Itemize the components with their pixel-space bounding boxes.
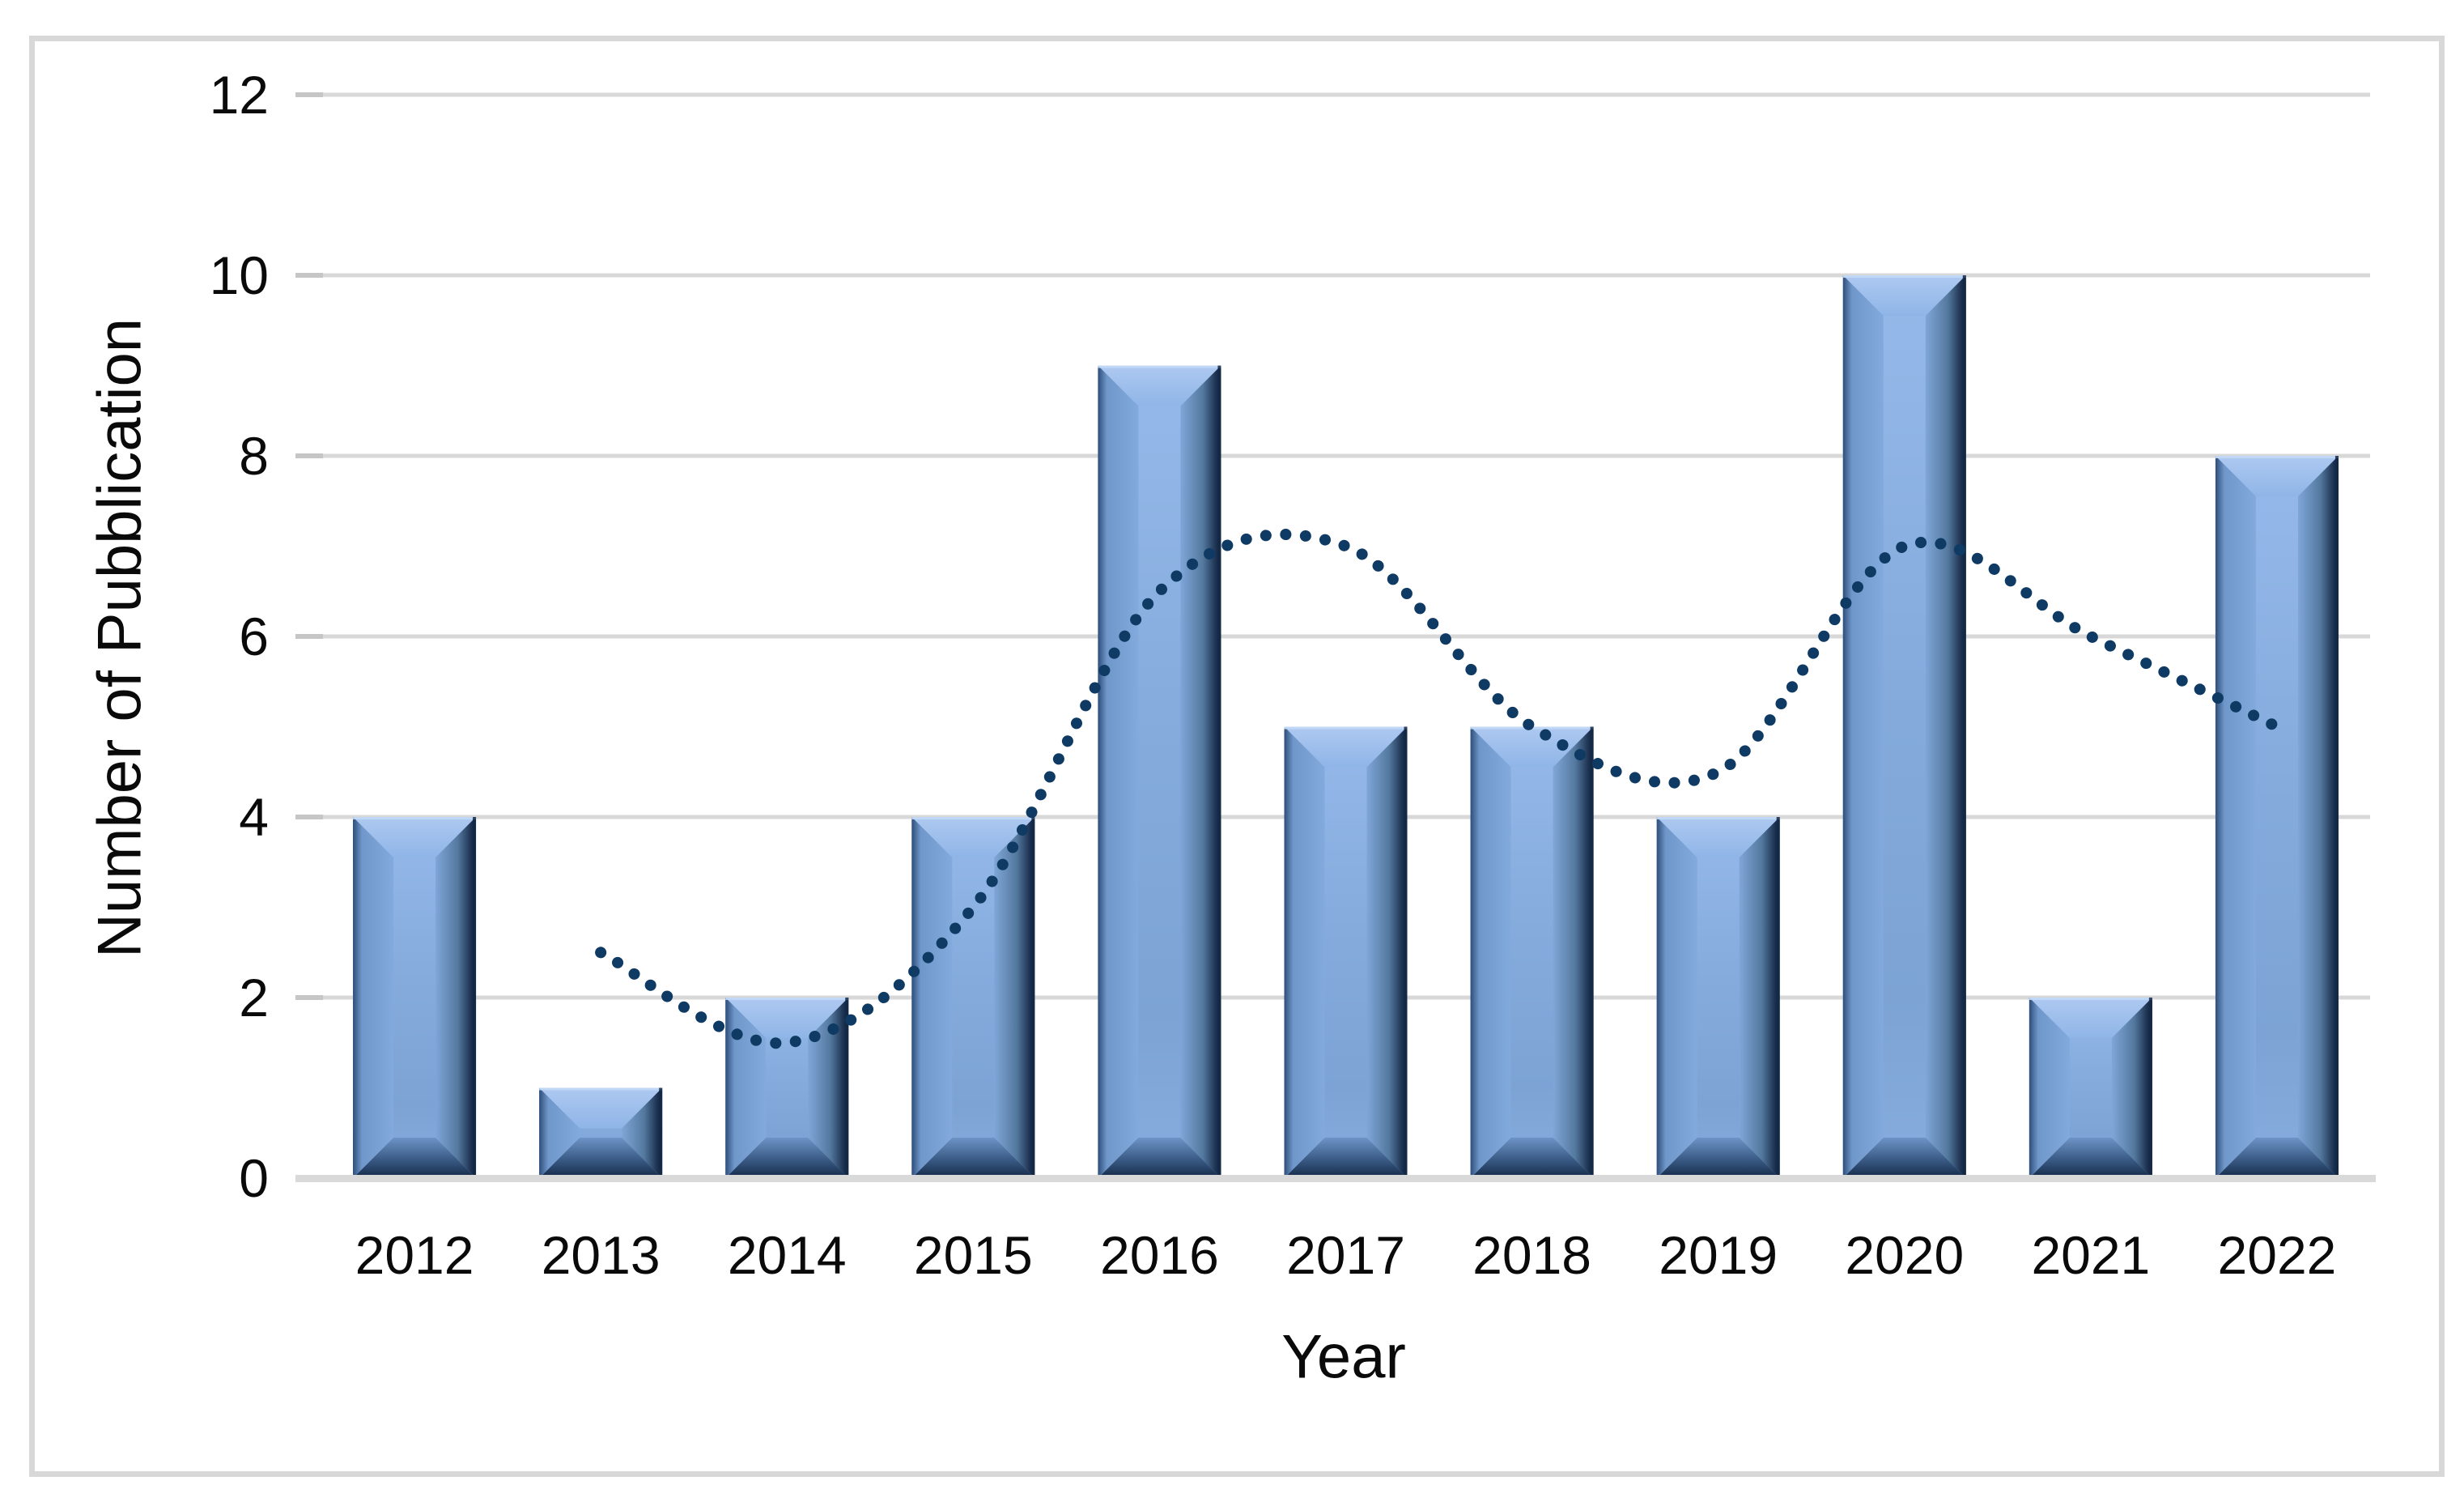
y-tick-label-8: 8 (239, 426, 269, 486)
y-tick-label-6: 6 (239, 606, 269, 666)
bar-2013 (539, 1087, 663, 1178)
trendline-dotted (595, 529, 2283, 1049)
y-tick-label-0: 0 (239, 1148, 269, 1208)
y-tick-label-12: 12 (210, 65, 269, 125)
bar-2018 (1470, 726, 1594, 1178)
x-category-label-2022: 2022 (2218, 1225, 2337, 1285)
gridline-8 (321, 453, 2370, 458)
x-axis-title: Year (1281, 1322, 1406, 1392)
x-category-label-2013: 2013 (542, 1225, 661, 1285)
bar-2020 (1842, 275, 1966, 1178)
x-category-label-2015: 2015 (914, 1225, 1033, 1285)
bar-2012 (353, 817, 477, 1178)
y-tick-label-10: 10 (210, 245, 269, 305)
y-tick-mark-4 (295, 815, 323, 819)
bar-2015 (911, 817, 1035, 1178)
y-tick-label-4: 4 (239, 787, 269, 847)
gridline-12 (321, 92, 2370, 97)
y-tick-mark-10 (295, 273, 323, 278)
chart-frame (29, 36, 2445, 1477)
x-category-label-2017: 2017 (1286, 1225, 1405, 1285)
x-category-label-2021: 2021 (2031, 1225, 2150, 1285)
bar-2016 (1098, 365, 1221, 1178)
bar-2021 (2029, 998, 2152, 1178)
y-tick-mark-6 (295, 634, 323, 639)
y-tick-mark-12 (295, 92, 323, 97)
x-category-label-2012: 2012 (355, 1225, 474, 1285)
bar-2019 (1656, 817, 1780, 1178)
bar-2022 (2215, 456, 2339, 1178)
x-category-label-2018: 2018 (1472, 1225, 1591, 1285)
x-category-label-2016: 2016 (1100, 1225, 1219, 1285)
bar-2017 (1284, 726, 1408, 1178)
x-category-label-2014: 2014 (728, 1225, 847, 1285)
y-tick-label-2: 2 (239, 968, 269, 1028)
gridline-10 (321, 273, 2370, 278)
x-category-label-2020: 2020 (1845, 1225, 1964, 1285)
gridline-6 (321, 634, 2370, 639)
x-axis-line (295, 1175, 2376, 1182)
y-tick-mark-8 (295, 453, 323, 458)
y-axis-title: Number of Pubblication (85, 318, 155, 958)
x-category-label-2019: 2019 (1659, 1225, 1778, 1285)
y-tick-mark-2 (295, 995, 323, 1000)
